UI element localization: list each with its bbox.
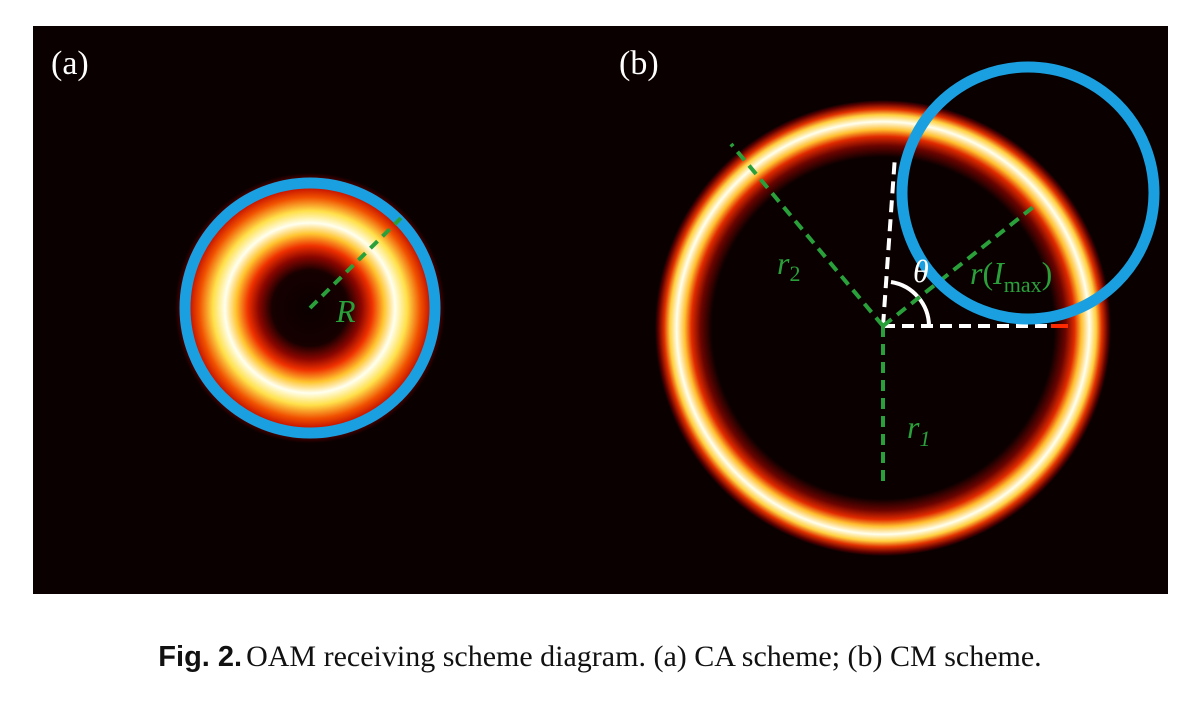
r2-label: r2 (777, 245, 800, 286)
figure-number: Fig. 2. (158, 641, 243, 673)
vertical-reference-line (881, 155, 897, 327)
radius-r2-line (729, 142, 885, 328)
figure-caption: Fig. 2. OAM receiving scheme diagram. (a… (0, 640, 1200, 674)
radius-R-label: R (335, 293, 356, 329)
radius-R-line (308, 216, 403, 310)
receiver-aperture-circle-b (896, 61, 1160, 325)
r-imax-label: r(Imax) (970, 255, 1052, 297)
radius-r-imax-line (881, 202, 1039, 328)
r1-label: r1 (907, 409, 930, 451)
panel-b-label: (b) (619, 45, 659, 82)
caption-text: OAM receiving scheme diagram. (a) CA sch… (246, 640, 1042, 673)
figure-canvas: (a) R (b) r2 θ r(Imax) r1 (51, 45, 1160, 556)
theta-label: θ (913, 253, 929, 289)
figure-panel: (a) R (b) r2 θ r(Imax) r1 (33, 26, 1168, 594)
receiver-aperture-circle-a (179, 177, 441, 439)
panel-a-label: (a) (51, 45, 89, 82)
